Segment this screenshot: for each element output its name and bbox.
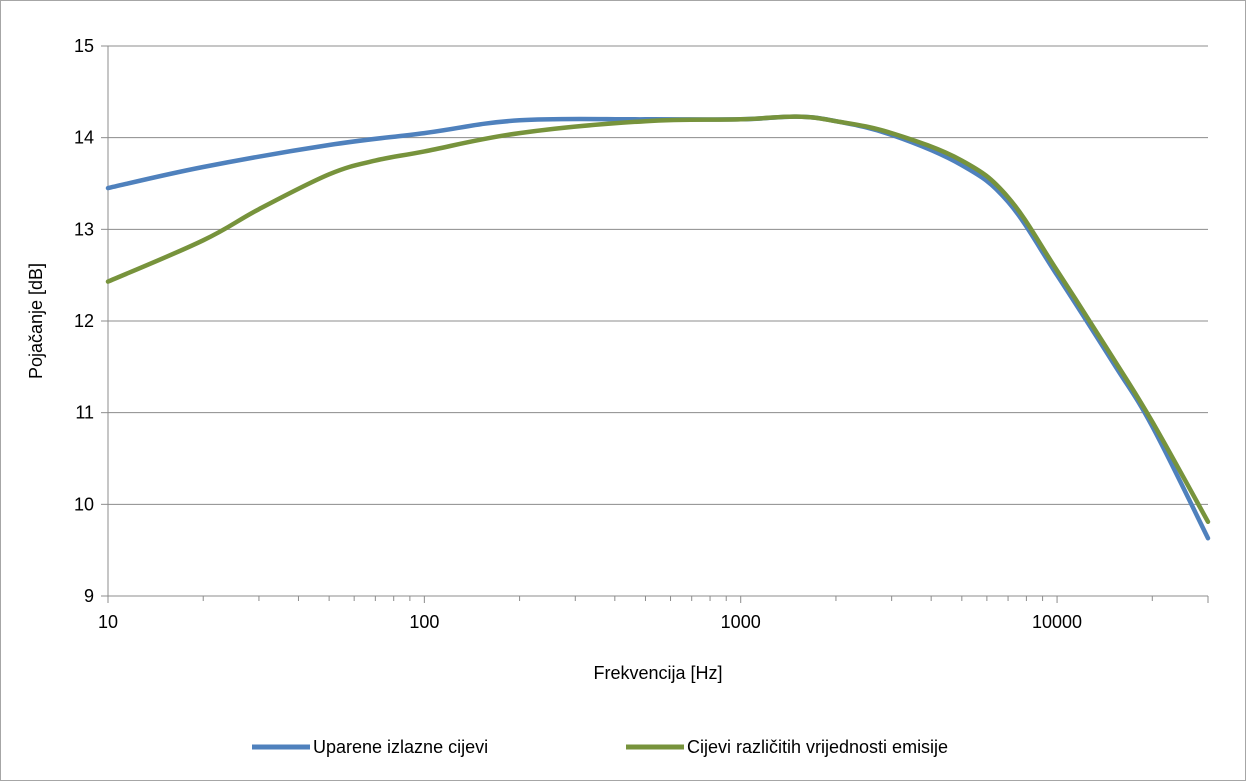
series-line-1 — [105, 114, 1211, 541]
y-tick-label: 11 — [75, 403, 94, 423]
series-lines — [105, 114, 1211, 541]
y-tick-label: 12 — [74, 311, 94, 331]
y-tick-label: 10 — [74, 494, 94, 514]
x-tick-label: 100 — [409, 612, 439, 632]
x-axis-title: Frekvencija [Hz] — [593, 663, 722, 683]
y-tick-label: 14 — [74, 128, 94, 148]
y-tick-label: 9 — [84, 586, 94, 606]
y-tick-label: 13 — [74, 219, 94, 239]
axes — [101, 45, 1209, 603]
legend-label-series-1: Uparene izlazne cijevi — [313, 737, 488, 757]
x-tick-label: 10000 — [1032, 612, 1082, 632]
y-tick-label: 15 — [74, 36, 94, 56]
x-tick-label: 1000 — [721, 612, 761, 632]
legend: Uparene izlazne cijevi Cijevi različitih… — [252, 737, 948, 757]
y-axis-title: Pojačanje [dB] — [26, 263, 46, 379]
gridlines — [108, 45, 1208, 505]
x-tick-label: 10 — [98, 612, 118, 632]
series-line-2 — [105, 114, 1211, 525]
legend-label-series-2: Cijevi različitih vrijednosti emisije — [687, 737, 948, 757]
